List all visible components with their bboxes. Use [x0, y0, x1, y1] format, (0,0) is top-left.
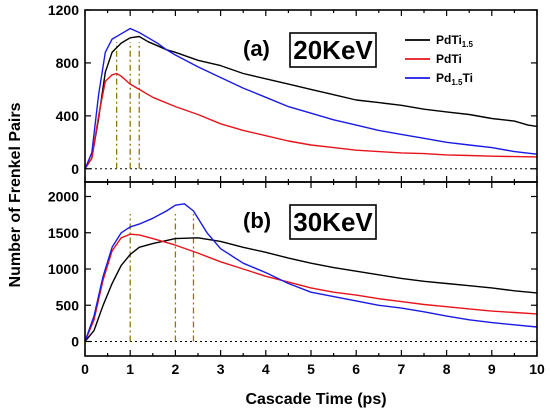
legend-label: PdTi1.5 — [436, 33, 473, 49]
energy-label: 30KeV — [293, 207, 373, 237]
x-axis: 0 1 2 3 4 5 6 7 8 9 10 — [81, 361, 545, 377]
x-tick-label: 10 — [529, 361, 545, 377]
x-tick-label: 4 — [262, 361, 270, 377]
series-line — [84, 237, 538, 342]
x-tick-label: 5 — [307, 361, 315, 377]
legend-label: Pd1.5Ti — [436, 71, 473, 87]
series-line — [84, 233, 538, 342]
x-tick-label: 0 — [81, 361, 89, 377]
y-tick-label: 1200 — [48, 2, 79, 18]
x-tick-label: 3 — [217, 361, 225, 377]
legend-label: PdTi — [436, 52, 462, 66]
panel-label: (a) — [243, 36, 270, 61]
series-line — [84, 72, 538, 170]
x-tick-label: 9 — [488, 361, 496, 377]
legend: PdTi1.5 PdTi Pd1.5Ti — [405, 33, 473, 87]
series-line — [84, 203, 538, 342]
panel-frame — [84, 181, 538, 357]
energy-box — [289, 204, 377, 240]
energy-box — [289, 32, 377, 68]
y-tick-label: 500 — [56, 297, 80, 313]
y-axis-label: Number of Frenkel Pairs — [7, 102, 24, 287]
panel-b: 0 500 1000 1500 2000 (b) 30KeV — [48, 181, 538, 357]
x-tick-label: 6 — [352, 361, 360, 377]
x-tick-label: 8 — [443, 361, 451, 377]
y-tick-label: 800 — [56, 55, 80, 71]
panel-a: 0 400 800 1200 (a) 20KeV — [48, 2, 538, 183]
x-tick-label: 2 — [172, 361, 180, 377]
x-axis-label: Cascade Time (ps) — [245, 391, 386, 408]
y-tick-label: 1000 — [48, 261, 79, 277]
y-tick-label: 0 — [71, 161, 79, 177]
energy-label: 20KeV — [293, 35, 373, 65]
y-tick-label: 1500 — [48, 225, 79, 241]
y-tick-label: 0 — [71, 334, 79, 350]
y-tick-label: 2000 — [48, 189, 79, 205]
x-tick-label: 7 — [398, 361, 406, 377]
y-tick-label: 400 — [56, 108, 80, 124]
series-line — [84, 35, 538, 170]
panel-label: (b) — [243, 208, 271, 233]
x-tick-label: 1 — [126, 361, 134, 377]
series-line — [84, 27, 538, 170]
